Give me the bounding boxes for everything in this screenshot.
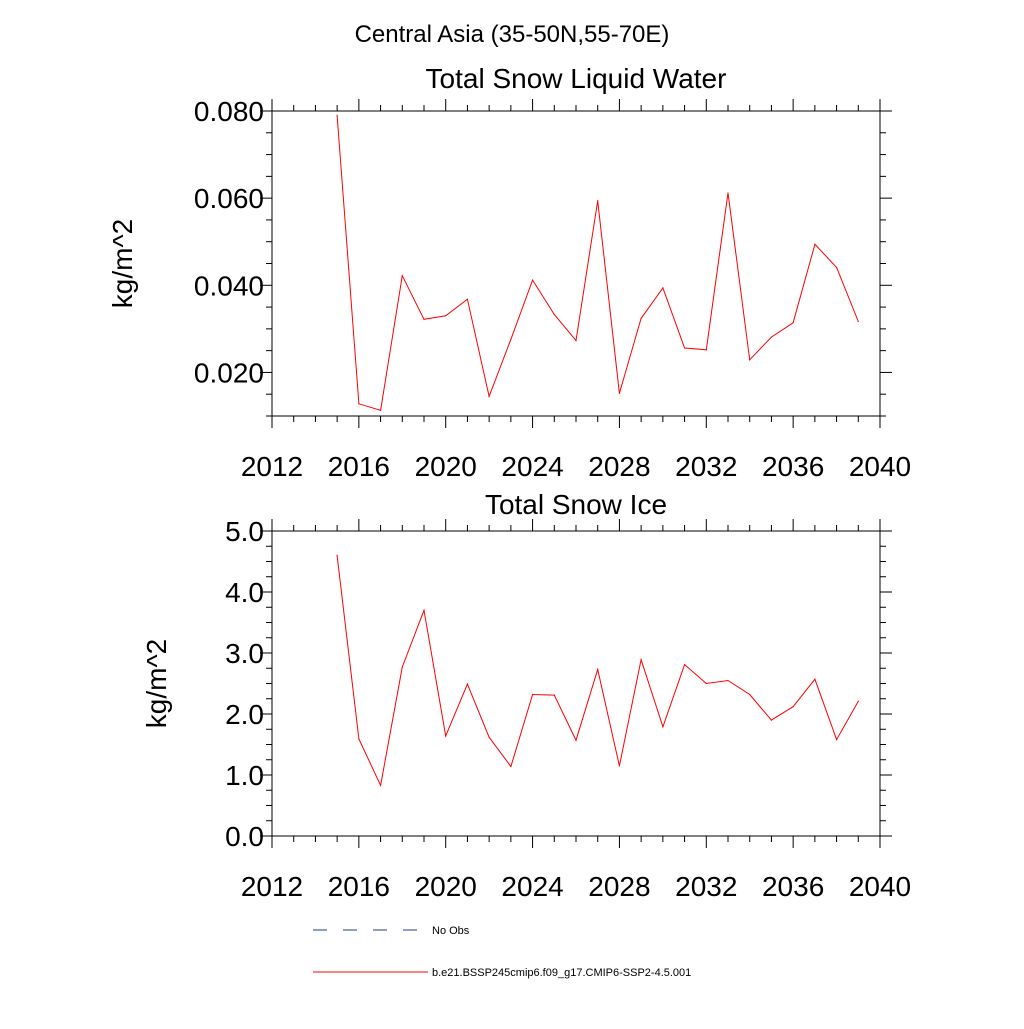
data-point xyxy=(445,735,447,737)
data-point xyxy=(835,739,838,741)
panel-snow-liquid-water: Total Snow Liquid Water kg/m^2 2012 2016 202… xyxy=(107,63,911,482)
data-point xyxy=(770,336,773,338)
y-tick-label: 5.0 xyxy=(225,516,264,547)
panel-title: Total Snow Ice xyxy=(485,489,667,520)
x-tick-label: 2020 xyxy=(415,451,477,482)
data-point xyxy=(814,243,816,245)
data-point xyxy=(814,678,816,680)
data-point xyxy=(662,726,664,728)
data-point xyxy=(792,322,794,324)
y-tick-label: 0.040 xyxy=(194,270,264,301)
data-point xyxy=(749,693,751,696)
data-point xyxy=(466,298,469,300)
data-point xyxy=(662,287,664,289)
data-point xyxy=(466,683,469,685)
data-point xyxy=(488,395,490,397)
plot-frame xyxy=(271,110,881,417)
data-point xyxy=(553,694,555,696)
data-point xyxy=(510,338,512,340)
legend-label: b.e21.BSSP245cmip6.f09_g17.CMIP6-SSP2-4.… xyxy=(432,967,691,979)
data-point xyxy=(705,349,707,351)
x-tick-label: 2012 xyxy=(241,871,303,902)
x-tick-label: 2024 xyxy=(501,871,563,902)
data-point xyxy=(618,392,621,394)
x-tick-label: 2012 xyxy=(241,451,303,482)
y-tick-label: 0.0 xyxy=(225,821,264,852)
x-tick-label: 2024 xyxy=(501,451,563,482)
figure-title: Central Asia (35-50N,55-70E) xyxy=(355,21,670,48)
data-point xyxy=(683,663,686,666)
y-axis-label: kg/m^2 xyxy=(107,219,138,308)
x-tick-label: 2032 xyxy=(675,871,737,902)
plot-frame xyxy=(271,530,881,837)
data-point xyxy=(857,320,859,323)
data-point xyxy=(358,403,360,405)
data-point xyxy=(597,200,599,202)
data-point xyxy=(510,765,512,768)
data-point xyxy=(488,736,490,738)
data-point xyxy=(835,266,838,269)
data-point xyxy=(575,739,577,741)
data-point xyxy=(640,317,642,319)
data-point xyxy=(445,315,447,317)
data-point xyxy=(336,554,338,557)
series-line xyxy=(336,115,859,411)
data-point xyxy=(575,340,577,342)
data-point xyxy=(705,682,707,685)
data-point xyxy=(597,668,599,671)
x-tick-label: 2028 xyxy=(588,871,650,902)
data-point xyxy=(618,765,621,767)
data-point xyxy=(401,666,403,668)
y-tick-label: 0.060 xyxy=(194,183,264,214)
data-point xyxy=(401,275,403,277)
x-tick-label: 2040 xyxy=(849,871,911,902)
panel-snow-ice: Total Snow Ice kg/m^2 2012 2016 2020 2024 2028… xyxy=(141,489,911,902)
x-tick-label: 2040 xyxy=(849,451,911,482)
y-tick-label: 0.080 xyxy=(194,96,264,127)
y-tick-label: 0.020 xyxy=(194,357,264,388)
legend: No Obs b.e21.BSSP245cmip6.f09_g17.CMIP6-S… xyxy=(313,925,691,979)
data-point xyxy=(358,738,360,740)
x-tick-label: 2028 xyxy=(588,451,650,482)
x-tick-label: 2036 xyxy=(762,451,824,482)
y-tick-label: 2.0 xyxy=(225,699,264,730)
x-tick-label: 2016 xyxy=(328,451,390,482)
y-axis-label: kg/m^2 xyxy=(141,639,172,728)
y-tick-label: 3.0 xyxy=(225,638,264,669)
x-tick-label: 2016 xyxy=(328,871,390,902)
data-point xyxy=(379,784,382,786)
series-line xyxy=(336,555,859,788)
data-point xyxy=(336,114,338,116)
data-point xyxy=(423,609,425,611)
data-point xyxy=(792,706,794,708)
y-tick-label: 1.0 xyxy=(225,760,264,791)
data-point xyxy=(640,659,642,661)
x-tick-label: 2020 xyxy=(415,871,477,902)
data-point xyxy=(379,409,382,411)
x-tick-label: 2032 xyxy=(675,451,737,482)
x-tick-label: 2036 xyxy=(762,871,824,902)
data-point xyxy=(857,700,859,702)
legend-label: No Obs xyxy=(432,925,470,937)
y-tick-label: 4.0 xyxy=(225,577,264,608)
data-point xyxy=(423,318,425,320)
panel-title: Total Snow Liquid Water xyxy=(426,63,727,94)
data-point xyxy=(531,279,534,281)
data-point xyxy=(683,347,686,349)
data-point xyxy=(553,313,555,316)
data-point xyxy=(531,693,534,696)
data-point xyxy=(749,359,751,361)
data-point xyxy=(727,192,729,194)
data-point xyxy=(727,679,729,682)
data-point xyxy=(770,719,773,721)
